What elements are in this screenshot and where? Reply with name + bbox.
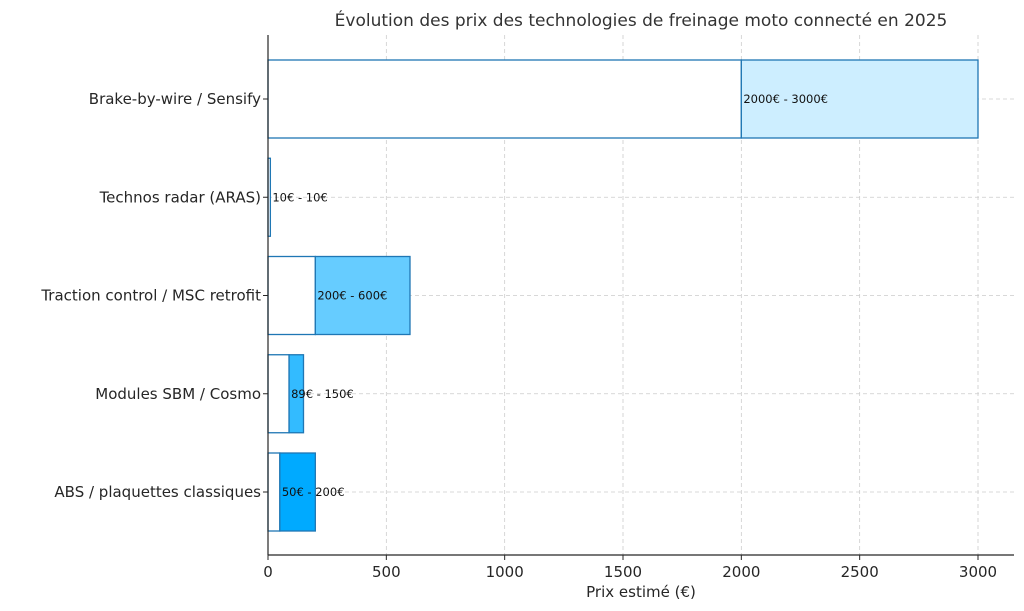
bar-range [288, 354, 305, 434]
chart-title: Évolution des prix des technologies de f… [335, 9, 948, 31]
bar-range [314, 255, 411, 336]
x-tick-label: 1500 [604, 563, 642, 581]
x-axis-ticks: 0 500 1000 1500 2000 2500 3000 [263, 555, 997, 581]
bar-base [267, 59, 742, 139]
y-tick-label: Modules SBM / Cosmo [95, 385, 261, 403]
bars: 50€ - 200€ 89€ - 150€ 200€ - 600€ 10€ - 10€… [267, 59, 979, 532]
x-axis-title: Prix estimé (€) [586, 583, 696, 601]
x-tick-label: 2000 [722, 563, 760, 581]
bar-value-label: 89€ - 150€ [291, 387, 354, 401]
y-tick-label: Technos radar (ARAS) [99, 188, 261, 206]
bar-value-label: 10€ - 10€ [272, 190, 327, 204]
bar-range [279, 452, 316, 532]
bar-base [267, 255, 316, 336]
x-tick-label: 1000 [486, 563, 524, 581]
y-axis-labels: ABS / plaquettes classiques Modules SBM /… [40, 90, 268, 501]
y-tick-label: Brake-by-wire / Sensify [89, 90, 261, 108]
bar-range [740, 59, 979, 139]
bar-base [267, 354, 290, 434]
y-tick-label: Traction control / MSC retrofit [40, 287, 261, 305]
bar-value-label: 200€ - 600€ [317, 289, 387, 303]
x-tick-label: 0 [263, 563, 273, 581]
bar-value-label: 50€ - 200€ [282, 485, 345, 499]
y-tick-label: ABS / plaquettes classiques [54, 483, 261, 501]
bar-base [267, 452, 281, 532]
x-tick-label: 2500 [841, 563, 879, 581]
x-tick-label: 3000 [959, 563, 997, 581]
bar-value-label: 2000€ - 3000€ [743, 92, 828, 106]
x-tick-label: 500 [372, 563, 401, 581]
